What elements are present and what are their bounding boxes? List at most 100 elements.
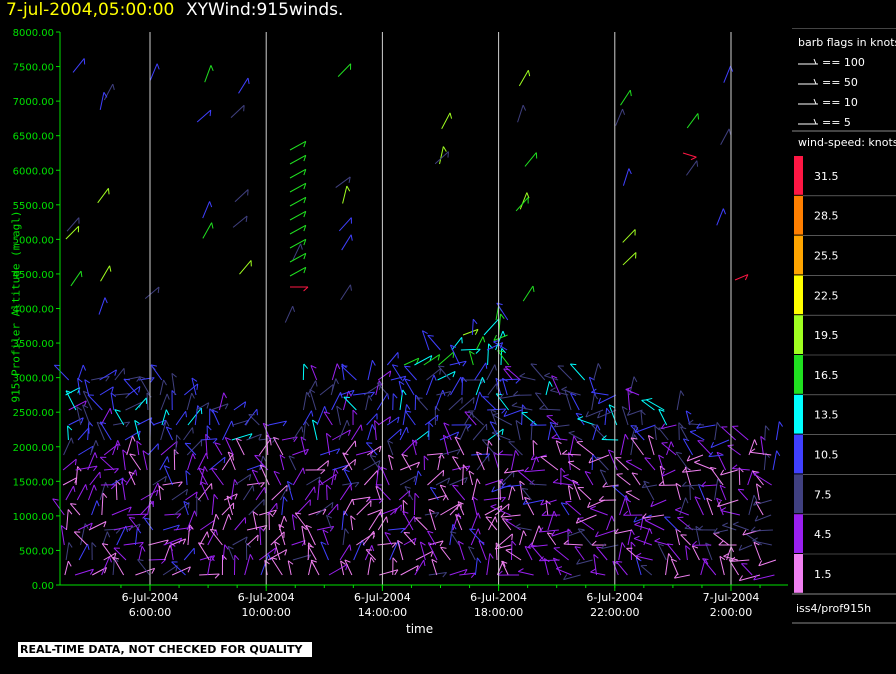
wind-barb <box>748 495 755 516</box>
wind-barb <box>148 558 166 561</box>
wind-barb <box>99 386 114 396</box>
wind-barb-flag <box>144 517 151 520</box>
wind-barb-flag <box>224 403 229 410</box>
wind-barb-flag <box>122 449 128 455</box>
wind-barb <box>367 498 384 501</box>
wind-barb <box>366 445 382 456</box>
wind-barb-flag <box>551 530 556 537</box>
wind-barb <box>128 471 136 486</box>
wind-barb-flag <box>749 448 756 453</box>
wind-barb-flag <box>234 554 240 561</box>
wind-barb <box>449 344 461 366</box>
wind-barb-flag <box>524 545 531 549</box>
wind-barb <box>518 571 534 576</box>
wind-barb-flag <box>176 434 181 440</box>
speed-color-swatch <box>794 156 803 195</box>
wind-barb <box>680 534 691 546</box>
wind-barb <box>246 433 262 441</box>
wind-barb-flag <box>623 510 629 516</box>
wind-barb <box>268 420 287 426</box>
wind-barb-flag <box>517 568 524 572</box>
wind-barb <box>339 389 355 396</box>
wind-barb <box>235 438 245 456</box>
wind-barb-flag <box>116 443 119 450</box>
wind-barb <box>625 491 640 501</box>
wind-barb-flag <box>499 342 504 349</box>
wind-barb <box>114 393 130 396</box>
wind-barb <box>274 541 281 561</box>
wind-barb <box>423 354 440 366</box>
wind-barb <box>101 556 110 576</box>
wind-barb <box>262 423 271 441</box>
wind-barb <box>634 424 656 434</box>
wind-barb-flag <box>753 494 758 501</box>
wind-barb <box>483 318 500 336</box>
wind-barb-flag <box>309 389 316 393</box>
wind-barb <box>260 554 270 576</box>
wind-barb <box>468 410 484 426</box>
wind-barb-flag <box>128 506 132 513</box>
wind-barb <box>404 486 414 501</box>
wind-barb <box>365 395 370 411</box>
wind-barb-flag <box>67 560 72 567</box>
wind-barb-flag <box>442 470 445 477</box>
wind-barb-flag <box>402 510 409 514</box>
wind-barb <box>328 563 348 576</box>
wind-barb <box>635 557 642 576</box>
wind-barb <box>337 63 352 77</box>
wind-barb <box>607 449 618 471</box>
wind-barb-flag <box>343 469 350 473</box>
wind-barb-flag <box>756 483 762 488</box>
wind-barb-flag <box>324 406 328 413</box>
wind-barb <box>339 544 351 561</box>
wind-barb-flag <box>601 435 607 440</box>
wind-barb-flag <box>575 517 580 524</box>
wind-barb-flag <box>195 491 198 498</box>
wind-barb-flag <box>577 416 584 420</box>
wind-barb-flag <box>293 436 298 443</box>
wind-barb-flag <box>625 459 632 462</box>
wind-barb-flag <box>404 365 411 368</box>
wind-barb-flag <box>247 77 250 85</box>
wind-barb <box>454 436 465 456</box>
wind-barb <box>112 556 115 576</box>
wind-barb <box>492 452 500 471</box>
wind-barb-flag <box>319 479 324 486</box>
wind-barb-flag <box>142 513 148 519</box>
barb-sample-flag <box>813 78 817 85</box>
wind-barb <box>150 364 163 381</box>
wind-barb <box>322 529 329 546</box>
wind-barb-flag <box>209 110 212 117</box>
wind-barb <box>470 528 479 546</box>
wind-barb-flag <box>694 496 701 500</box>
wind-barb-flag <box>501 408 507 414</box>
wind-barb-flag <box>477 528 481 535</box>
wind-barb <box>414 470 419 486</box>
wind-barb <box>226 495 234 516</box>
wind-barb <box>292 426 303 441</box>
wind-barb <box>336 406 341 426</box>
wind-barb-flag <box>575 412 582 416</box>
wind-barb-flag <box>719 484 726 489</box>
wind-barb-flag <box>343 510 348 516</box>
wind-barb <box>302 392 308 411</box>
wind-barb <box>557 365 573 381</box>
wind-barb <box>248 414 260 426</box>
wind-barb-flag <box>163 379 167 386</box>
wind-barb <box>620 434 626 456</box>
wind-barb-flag <box>452 456 459 459</box>
wind-barb <box>214 442 223 456</box>
wind-barb-flag <box>494 543 500 550</box>
wind-barb <box>110 477 124 486</box>
wind-barb-flag <box>563 539 569 545</box>
wind-barb <box>266 502 278 516</box>
wind-barb-flag <box>100 421 107 425</box>
wind-barb <box>234 517 246 531</box>
wind-barb-flag <box>626 409 631 416</box>
wind-barb-flag <box>515 450 519 456</box>
wind-barb <box>497 350 510 366</box>
wind-barb <box>606 515 613 531</box>
wind-barb-flag <box>246 542 251 548</box>
wind-barb <box>183 501 189 516</box>
wind-barb-flag <box>251 469 258 473</box>
